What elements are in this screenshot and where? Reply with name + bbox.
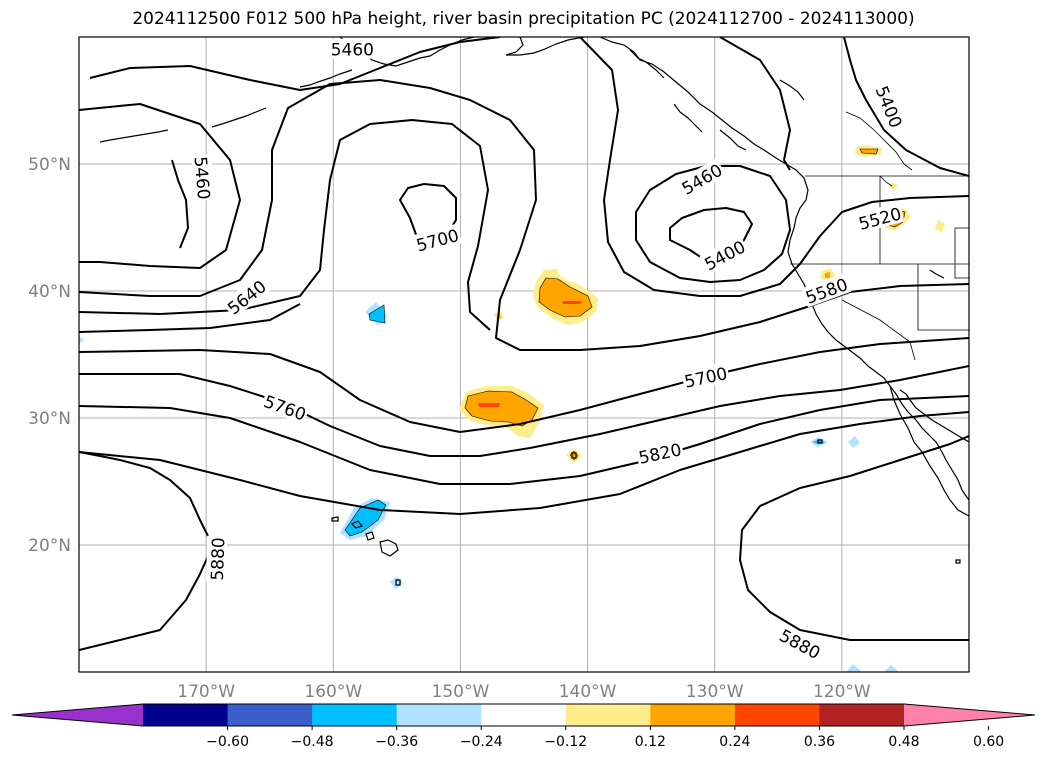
- contour-labels: 5460546054005700546056405400552055805700…: [189, 38, 908, 664]
- precip-patch: [478, 403, 500, 407]
- colorbar: [11, 703, 1036, 727]
- height-contour: [79, 103, 241, 269]
- contour-label-text: 5880: [208, 537, 229, 581]
- height-contour: [79, 365, 969, 457]
- contour-label-text: 5700: [414, 226, 461, 257]
- precip-patch: [848, 436, 860, 448]
- height-contour: [79, 555, 209, 651]
- precip-patch: [562, 301, 582, 304]
- colorbar-tick-label: −0.24: [460, 734, 503, 750]
- colorbar-tick-label: −0.60: [206, 734, 249, 750]
- colorbar-tick-label: −0.12: [544, 734, 587, 750]
- colorbar-min-arrow: [12, 704, 143, 726]
- latitude-label: 50°N: [28, 155, 71, 175]
- precip-patch: [935, 220, 945, 232]
- latitude-label: 40°N: [28, 282, 71, 302]
- colorbar-max-arrow: [904, 704, 1035, 726]
- colorbar-tick-label: −0.36: [375, 734, 418, 750]
- height-contour: [719, 37, 791, 171]
- colorbar-segment: [312, 704, 398, 726]
- contour-label-text: 5700: [683, 364, 729, 393]
- height-contour: [79, 451, 209, 537]
- colorbar-tick-label: 0.48: [888, 734, 919, 750]
- latitude-labels: 50°N 40°N 30°N 20°N: [28, 155, 71, 556]
- colorbar-segment: [819, 704, 905, 726]
- precip-patch: [889, 182, 898, 190]
- contour-label: 5460: [676, 158, 727, 200]
- colorbar-segment: [565, 704, 651, 726]
- colorbar-segment: [396, 704, 482, 726]
- contour-label-text: 5460: [331, 41, 374, 61]
- height-contour: [843, 37, 969, 177]
- contour-label: 5460: [189, 154, 216, 202]
- colorbar-tick-label: 0.60: [973, 734, 1004, 750]
- map-title: 2024112500 F012 500 hPa height, river ba…: [132, 9, 915, 29]
- colorbar-segment: [227, 704, 313, 726]
- contour-label: 5760: [260, 389, 311, 426]
- colorbar-tick-labels: −0.60 −0.48 −0.36 −0.24 −0.12 0.12 0.24 0.36 0.4…: [206, 726, 1004, 750]
- contour-label: 5700: [681, 361, 731, 393]
- contour-label-text: 5820: [637, 440, 683, 469]
- colorbar-segment: [143, 704, 229, 726]
- colorbar-tick-label: 0.12: [635, 734, 666, 750]
- precip-patch: [79, 336, 84, 345]
- colorbar-outline: [11, 703, 1036, 727]
- longitude-label: 140°W: [559, 682, 617, 702]
- height-contour: [739, 435, 969, 641]
- precip-patch: [859, 148, 879, 155]
- height-contour: [635, 165, 791, 283]
- precip-patch: [825, 272, 830, 278]
- latitude-label: 30°N: [28, 409, 71, 429]
- contour-label: 5640: [221, 274, 271, 319]
- latitude-label: 20°N: [28, 536, 71, 556]
- precip-patch: [884, 665, 899, 672]
- height-contour: [79, 119, 491, 331]
- contour-label: 5460: [329, 38, 376, 61]
- height-contour: [171, 159, 189, 249]
- colorbar-segment: [734, 704, 820, 726]
- height-contour: [89, 37, 501, 91]
- precip-patch: [538, 277, 593, 318]
- height-contour: [79, 337, 969, 433]
- height-contour: [579, 37, 969, 297]
- colorbar-tick-label: −0.48: [291, 734, 334, 750]
- contour-label: 5400: [699, 234, 750, 275]
- height-contour: [79, 411, 969, 515]
- precip-patch: [846, 664, 862, 672]
- longitude-label: 150°W: [432, 682, 490, 702]
- longitude-label: 160°W: [304, 682, 362, 702]
- coastlines: [99, 37, 969, 586]
- longitude-label: 120°W: [813, 682, 871, 702]
- precipitation-anomaly-layer: [79, 145, 945, 672]
- contour-label: 5700: [412, 223, 463, 257]
- map-frame: [78, 36, 970, 673]
- colorbar-tick-label: 0.24: [719, 734, 750, 750]
- longitude-label: 130°W: [686, 682, 744, 702]
- contour-label: 5880: [205, 535, 229, 583]
- contour-label: 5820: [635, 438, 685, 469]
- height-contour: [79, 303, 301, 333]
- longitude-label: 170°W: [177, 682, 235, 702]
- height-contour: [79, 79, 969, 351]
- height-contour: [79, 395, 969, 485]
- contour-label-text: 5460: [189, 156, 213, 201]
- longitude-labels: 170°W 160°W 150°W 140°W 130°W 120°W: [177, 682, 871, 702]
- map-panel: 5460546054005700546056405400552055805700…: [79, 37, 969, 672]
- precip-patch: [368, 304, 386, 324]
- colorbar-segment: [650, 704, 736, 726]
- colorbar-segment: [481, 704, 567, 726]
- colorbar-tick-label: 0.36: [804, 734, 835, 750]
- contour-label: 5400: [871, 81, 908, 132]
